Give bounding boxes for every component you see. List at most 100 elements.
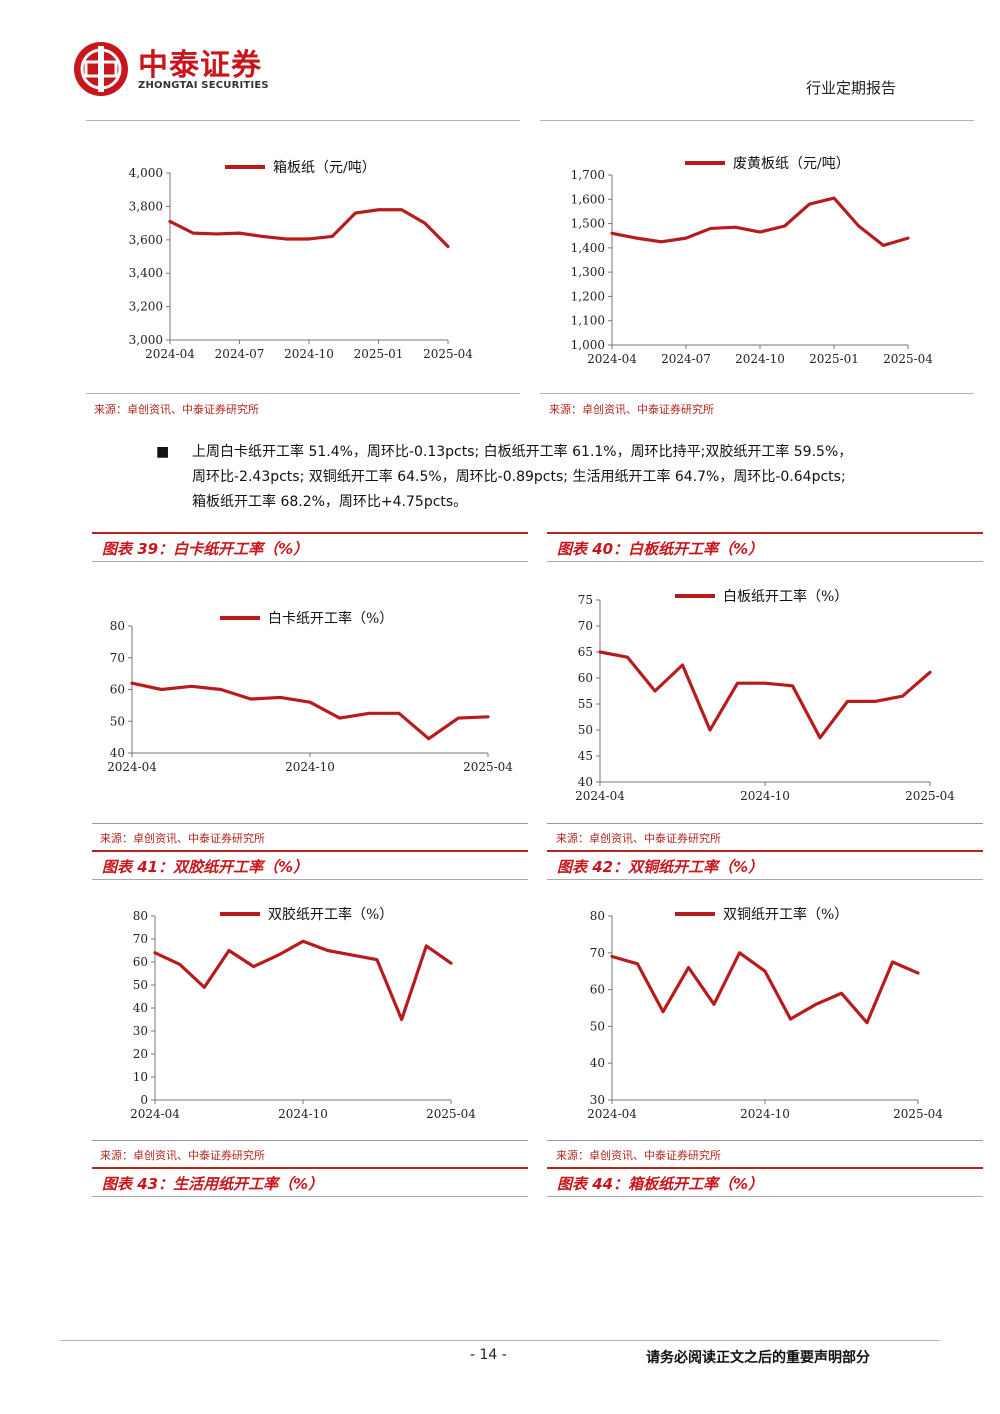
x-tick-label: 2025-04 xyxy=(905,789,955,803)
fig39-title: 图表 39：白卡纸开工率（%） xyxy=(102,540,309,558)
page-number: - 14 - xyxy=(470,1347,507,1363)
y-tick-label: 1,700 xyxy=(571,168,605,182)
source-divider-1 xyxy=(86,393,520,394)
y-tick-label: 1,500 xyxy=(571,217,605,231)
chart-white-card-rate: 40 50 60 70 80 2024-04 2024-10 2025-04 白卡纸开工率（%） xyxy=(107,610,513,774)
x-tick-label: 2025-04 xyxy=(463,760,513,774)
y-tick-label: 30 xyxy=(590,1093,605,1107)
legend-label: 双胶纸开工率（%） xyxy=(268,906,393,923)
y-tick-label: 1,000 xyxy=(571,338,605,352)
source-note-2: 来源：卓创资讯、中泰证券研究所 xyxy=(549,403,714,416)
y-tick-label: 20 xyxy=(133,1047,148,1061)
x-tick-label: 2025-04 xyxy=(883,352,933,366)
source-divider-3 xyxy=(92,823,528,824)
y-tick-label: 55 xyxy=(578,697,593,711)
y-tick-label: 70 xyxy=(578,619,593,633)
chart-offset-paper-rate: 0 10 20 30 40 50 60 70 80 2024-04 2024-10 2025-04 双胶… xyxy=(130,906,476,1121)
fig40-top-rule xyxy=(547,532,983,534)
fig41-top-rule xyxy=(92,850,528,852)
fig43-top-rule xyxy=(92,1167,528,1169)
y-tick-label: 3,200 xyxy=(129,300,163,314)
header-divider-right xyxy=(540,120,974,121)
x-tick-label: 2024-10 xyxy=(735,352,785,366)
y-tick-label: 80 xyxy=(110,619,125,633)
y-tick-label: 50 xyxy=(578,723,593,737)
y-tick-label: 70 xyxy=(590,946,605,960)
fig42-title: 图表 42：双铜纸开工率（%） xyxy=(557,858,764,876)
source-note-6: 来源：卓创资讯、中泰证券研究所 xyxy=(556,1149,721,1162)
x-tick-label: 2024-10 xyxy=(740,789,790,803)
source-note-4: 来源：卓创资讯、中泰证券研究所 xyxy=(556,832,721,845)
chart-coated-paper-rate: 30 40 50 60 70 80 2024-04 2024-10 2025-04 双铜纸开工率（… xyxy=(587,906,943,1121)
x-tick-label: 2025-04 xyxy=(426,1107,476,1121)
x-tick-label: 2024-07 xyxy=(215,347,265,361)
x-tick-label: 2024-10 xyxy=(278,1107,328,1121)
fig39-bottom-rule xyxy=(92,561,528,562)
x-tick-label: 2024-04 xyxy=(575,789,625,803)
bullet-symbol: ■ xyxy=(156,444,170,460)
series-line xyxy=(153,939,453,1022)
fig44-top-rule xyxy=(547,1167,983,1169)
x-tick-label: 2025-01 xyxy=(809,352,859,366)
fig40-bottom-rule xyxy=(547,561,983,562)
footer-disclaimer: 请务必阅读正文之后的重要声明部分 xyxy=(646,1350,870,1366)
company-logo-cn: 中泰证券 xyxy=(138,48,262,83)
y-tick-label: 1,200 xyxy=(571,289,605,303)
fig42-bottom-rule xyxy=(547,879,983,880)
y-tick-label: 80 xyxy=(590,909,605,923)
company-logo-en: ZHONGTAI SECURITIES xyxy=(138,80,269,91)
y-tick-label: 3,400 xyxy=(129,266,163,280)
y-tick-label: 10 xyxy=(133,1070,148,1084)
legend-label: 废黄板纸（元/吨） xyxy=(733,155,850,172)
y-tick-label: 65 xyxy=(578,645,593,659)
y-tick-label: 3,000 xyxy=(129,333,163,347)
y-tick-label: 60 xyxy=(133,955,148,969)
series-line xyxy=(610,196,910,248)
series-line xyxy=(168,208,450,249)
y-tick-label: 60 xyxy=(590,983,605,997)
chart-boxboard-price: 3,000 3,200 3,400 3,600 3,800 4,000 2024-04 202… xyxy=(129,160,474,361)
y-tick-label: 45 xyxy=(578,749,593,763)
series-line xyxy=(130,681,490,741)
legend-label: 箱板纸（元/吨） xyxy=(273,160,376,176)
fig43-bottom-rule xyxy=(92,1196,528,1197)
x-tick-label: 2024-04 xyxy=(587,352,637,366)
y-tick-label: 70 xyxy=(110,651,125,665)
x-tick-label: 2025-04 xyxy=(423,347,473,361)
y-tick-label: 1,100 xyxy=(571,314,605,328)
y-tick-label: 60 xyxy=(578,671,593,685)
series-line xyxy=(598,650,932,740)
legend-label: 双铜纸开工率（%） xyxy=(723,906,848,923)
source-note-5: 来源：卓创资讯、中泰证券研究所 xyxy=(100,1149,265,1162)
source-note-3: 来源：卓创资讯、中泰证券研究所 xyxy=(100,832,265,845)
y-tick-label: 75 xyxy=(578,593,593,607)
bullet-line-2: 周环比-2.43pcts; 双铜纸开工率 64.5%，周环比-0.89pcts;… xyxy=(192,469,846,485)
chart-white-board-rate: 40 45 50 55 60 65 70 75 2024-04 2024-10 2025-04 白板纸… xyxy=(575,588,955,803)
chart-waste-paper-price: 1,000 1,100 1,200 1,300 1,400 1,500 1,600 1,700… xyxy=(571,155,934,366)
report-type-label: 行业定期报告 xyxy=(806,79,897,97)
x-tick-label: 2024-04 xyxy=(145,347,195,361)
y-tick-label: 1,400 xyxy=(571,241,605,255)
source-divider-5 xyxy=(92,1140,528,1141)
y-tick-label: 70 xyxy=(133,932,148,946)
x-tick-label: 2024-04 xyxy=(587,1107,637,1121)
y-tick-label: 1,300 xyxy=(571,265,605,279)
series-line xyxy=(610,951,920,1025)
fig41-bottom-rule xyxy=(92,879,528,880)
legend-label: 白板纸开工率（%） xyxy=(723,588,848,605)
x-tick-label: 2024-04 xyxy=(107,760,157,774)
fig44-bottom-rule xyxy=(547,1196,983,1197)
fig39-top-rule xyxy=(92,532,528,534)
bullet-line-3: 箱板纸开工率 68.2%，周环比+4.75pcts。 xyxy=(192,494,468,510)
source-divider-4 xyxy=(547,823,983,824)
y-tick-label: 1,600 xyxy=(571,192,605,206)
source-note-1: 来源：卓创资讯、中泰证券研究所 xyxy=(94,403,259,416)
y-tick-label: 30 xyxy=(133,1024,148,1038)
bullet-line-1: 上周白卡纸开工率 51.4%，周环比-0.13pcts; 白板纸开工率 61.1… xyxy=(192,444,853,460)
fig44-title: 图表 44：箱板纸开工率（%） xyxy=(557,1175,764,1193)
fig43-title: 图表 43：生活用纸开工率（%） xyxy=(102,1175,324,1193)
fig41-title: 图表 41：双胶纸开工率（%） xyxy=(102,858,309,876)
company-logo-mark xyxy=(74,42,128,96)
y-tick-label: 60 xyxy=(110,683,125,697)
source-divider-2 xyxy=(540,393,974,394)
